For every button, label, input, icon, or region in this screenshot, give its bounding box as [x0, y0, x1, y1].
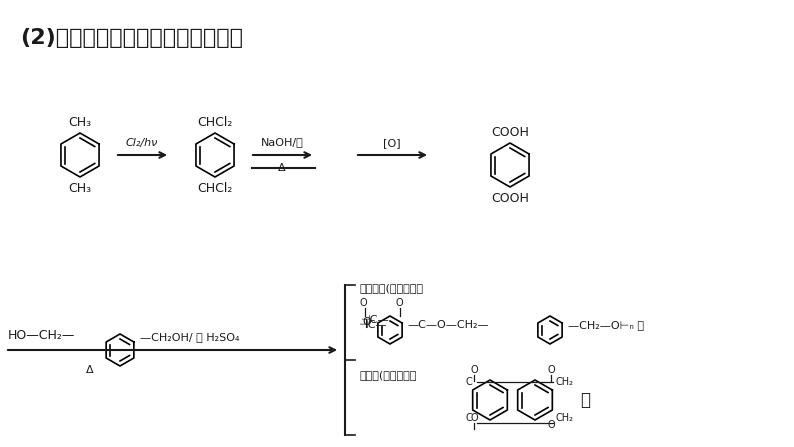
Text: COOH: COOH [491, 192, 529, 205]
Text: O: O [547, 420, 555, 430]
Text: C: C [465, 413, 472, 423]
Text: Δ: Δ [87, 365, 94, 375]
Text: HO—CH₂—: HO—CH₂— [8, 329, 75, 342]
Text: 环状酯(结构简式为: 环状酯(结构简式为 [360, 370, 418, 380]
Text: CH₃: CH₃ [68, 116, 91, 129]
Text: —CH₂OH/ 浓 H₂SO₄: —CH₂OH/ 浓 H₂SO₄ [140, 332, 240, 342]
Text: ⊣C—: ⊣C— [358, 320, 387, 330]
Text: CH₂: CH₂ [555, 377, 573, 387]
Text: O: O [395, 298, 403, 308]
Text: C: C [465, 377, 472, 387]
Text: Δ: Δ [278, 163, 286, 173]
Text: O: O [547, 365, 555, 375]
Text: O: O [362, 317, 371, 327]
Text: COOH: COOH [491, 126, 529, 139]
Text: ⊣C—: ⊣C— [360, 315, 388, 325]
Text: CHCl₂: CHCl₂ [198, 182, 233, 195]
Text: ）: ） [580, 391, 590, 409]
Text: CH₂: CH₂ [555, 413, 573, 423]
Text: CHCl₂: CHCl₂ [198, 116, 233, 129]
Text: —C—O—CH₂—: —C—O—CH₂— [407, 320, 488, 330]
Text: —CH₂—O⊢ₙ ）: —CH₂—O⊢ₙ ） [568, 320, 644, 330]
Text: [O]: [O] [384, 138, 401, 148]
Text: NaOH/水: NaOH/水 [260, 137, 303, 147]
Text: Cl₂/hν: Cl₂/hν [125, 138, 158, 148]
Text: CH₃: CH₃ [68, 182, 91, 195]
Text: O: O [470, 365, 478, 375]
Text: O: O [360, 298, 368, 308]
Text: (2)二甲苯的一系列常见的衍变关系: (2)二甲苯的一系列常见的衍变关系 [20, 28, 243, 48]
Text: 链状聚酯(结构简式为: 链状聚酯(结构简式为 [360, 283, 424, 293]
Text: O: O [470, 413, 478, 423]
